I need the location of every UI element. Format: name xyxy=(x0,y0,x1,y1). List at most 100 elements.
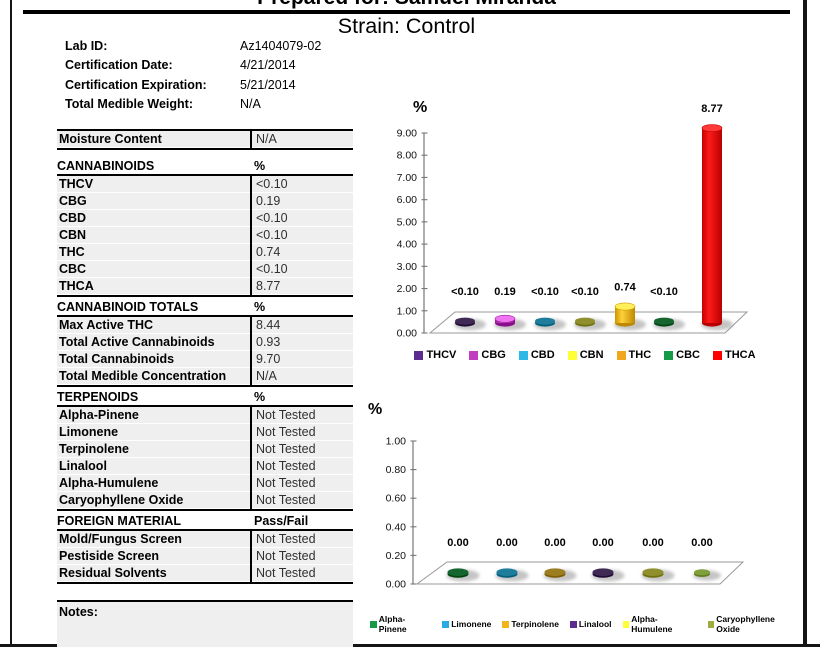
legend-label: THCV xyxy=(426,349,457,361)
row-value: N/A xyxy=(256,132,277,146)
row-value: Not Tested xyxy=(256,566,316,580)
prepared-for-text: Prepared for: Samuel Miranda xyxy=(23,0,790,9)
tick-label: 0.80 xyxy=(386,464,407,476)
table-row: CBN <0.10 xyxy=(57,227,353,244)
bar-Alpha-Humulene xyxy=(642,568,664,578)
bar-CBC xyxy=(654,317,674,327)
legend-item-THC: THC xyxy=(616,349,651,361)
info-row: Lab ID: Az1404079-02 xyxy=(65,36,321,56)
tick-label: 1.00 xyxy=(397,305,418,317)
row-value: <0.10 xyxy=(256,262,288,276)
section-header: CANNABINOID TOTALS% xyxy=(57,298,353,315)
legend-swatch xyxy=(712,350,722,360)
section-title: CANNABINOID TOTALS xyxy=(57,299,199,314)
row-value: <0.10 xyxy=(256,177,288,191)
legend-item-Alpha-Pinene: Alpha-Pinene xyxy=(370,614,431,634)
tick-label: 0.00 xyxy=(397,328,418,340)
table-row: Limonene Not Tested xyxy=(57,424,353,441)
tick-label: 7.00 xyxy=(397,172,418,184)
tick-label: 6.00 xyxy=(397,194,418,206)
section-unit: % xyxy=(254,299,266,314)
row-label: Mold/Fungus Screen xyxy=(59,532,182,546)
row-value: 8.77 xyxy=(256,279,281,293)
info-row: Certification Expiration: 5/21/2014 xyxy=(65,75,321,95)
row-label: CBG xyxy=(59,194,87,208)
tick-label: 4.00 xyxy=(397,239,418,251)
table-row: Total Medible Concentration N/A xyxy=(57,368,353,385)
legend-swatch xyxy=(567,350,577,360)
data-label: 0.74 xyxy=(614,282,636,294)
info-row: Total Medible Weight: N/A xyxy=(65,95,321,115)
bar-THCV xyxy=(455,317,475,327)
legend-swatch xyxy=(569,620,577,628)
table-row: Residual Solvents Not Tested xyxy=(57,565,353,582)
row-value: 0.19 xyxy=(256,194,281,208)
table-body: Alpha-Pinene Not Tested Limonene Not Tested… xyxy=(57,405,353,511)
info-value: N/A xyxy=(240,97,261,112)
legend-item-CBG: CBG xyxy=(469,349,506,361)
tick-label: 0.60 xyxy=(386,493,407,505)
section-unit: % xyxy=(254,389,266,404)
table-section-cannabinoid-totals: CANNABINOID TOTALS% Max Active THC 8.44 Tot… xyxy=(57,298,353,387)
table-section-terpenoids: TERPENOIDS% Alpha-Pinene Not Tested Limonen… xyxy=(57,388,353,511)
table-row: CBD <0.10 xyxy=(57,210,353,227)
data-label: 0.00 xyxy=(691,537,712,549)
table-row: Linalool Not Tested xyxy=(57,458,353,475)
bar-Linalool xyxy=(592,568,614,578)
row-label: Residual Solvents xyxy=(59,566,167,580)
info-label: Lab ID: xyxy=(65,38,108,53)
tick-label: 5.00 xyxy=(397,216,418,228)
info-value: 5/21/2014 xyxy=(240,77,296,92)
info-label: Total Medible Weight: xyxy=(65,97,194,112)
row-value: 0.93 xyxy=(256,335,281,349)
results-tables: Moisture Content N/A CANNABINOIDS% THCV <0.1… xyxy=(57,129,353,584)
legend-swatch xyxy=(616,350,626,360)
row-label: Moisture Content xyxy=(59,132,162,146)
row-label: THCV xyxy=(59,177,94,191)
row-label: Terpinolene xyxy=(59,442,129,456)
tick-label: 0.20 xyxy=(386,550,407,562)
table-body: Mold/Fungus Screen Not Tested Pestiside Sc… xyxy=(57,529,353,584)
table-row: THC 0.74 xyxy=(57,244,353,261)
row-value: Not Tested xyxy=(256,476,316,490)
cannabinoid-chart-legend: THCV CBG CBD CBN THC CBC THCA xyxy=(375,349,795,361)
table-row: Caryophyllene Oxide Not Tested xyxy=(57,492,353,509)
tick-label: 0.00 xyxy=(386,579,407,591)
bar-THC xyxy=(614,302,636,327)
bar-CBN xyxy=(575,317,595,327)
legend-item-Linalool: Linalool xyxy=(569,619,612,629)
table-row: THCV <0.10 xyxy=(57,176,353,193)
row-label: THCA xyxy=(59,279,94,293)
legend-swatch xyxy=(414,350,424,360)
row-value: Not Tested xyxy=(256,408,316,422)
legend-label: Linalool xyxy=(578,619,612,629)
legend-label: Alpha-Pinene xyxy=(378,614,407,634)
table-row: Total Active Cannabinoids 0.93 xyxy=(57,334,353,351)
info-label: Certification Date: xyxy=(65,58,173,73)
row-value: <0.10 xyxy=(256,228,288,242)
table-row: Alpha-Pinene Not Tested xyxy=(57,407,353,424)
terpenoid-chart-legend: Alpha-Pinene Limonene Terpinolene Linalool A… xyxy=(370,614,798,634)
data-label: 8.77 xyxy=(701,103,722,115)
data-label: <0.10 xyxy=(531,286,559,298)
tick-label: 8.00 xyxy=(397,150,418,162)
bar-Terpinolene xyxy=(544,568,566,578)
bar-CBG xyxy=(494,314,516,327)
legend-swatch xyxy=(502,620,510,628)
data-label: <0.10 xyxy=(650,286,678,298)
table-row: Moisture Content N/A xyxy=(57,131,353,148)
bar-Caryophyllene Oxide xyxy=(694,569,710,577)
table-section-cannabinoids: CANNABINOIDS% THCV <0.10 CBG 0.19 CBD <0.10 CBN… xyxy=(57,157,353,297)
cannabinoid-chart-ylabel: % xyxy=(413,99,428,116)
section-title: CANNABINOIDS xyxy=(57,158,155,173)
strain-title: Strain: Control xyxy=(337,14,476,38)
section-header: CANNABINOIDS% xyxy=(57,157,353,174)
notes-label: Notes: xyxy=(59,605,98,619)
section-title: FOREIGN MATERIAL xyxy=(57,513,182,528)
table-row: Alpha-Humulene Not Tested xyxy=(57,475,353,492)
data-label: 0.00 xyxy=(544,537,565,549)
legend-swatch xyxy=(469,350,479,360)
header-rule xyxy=(23,10,790,14)
data-label: 0.00 xyxy=(642,537,663,549)
row-label: CBN xyxy=(59,228,87,242)
